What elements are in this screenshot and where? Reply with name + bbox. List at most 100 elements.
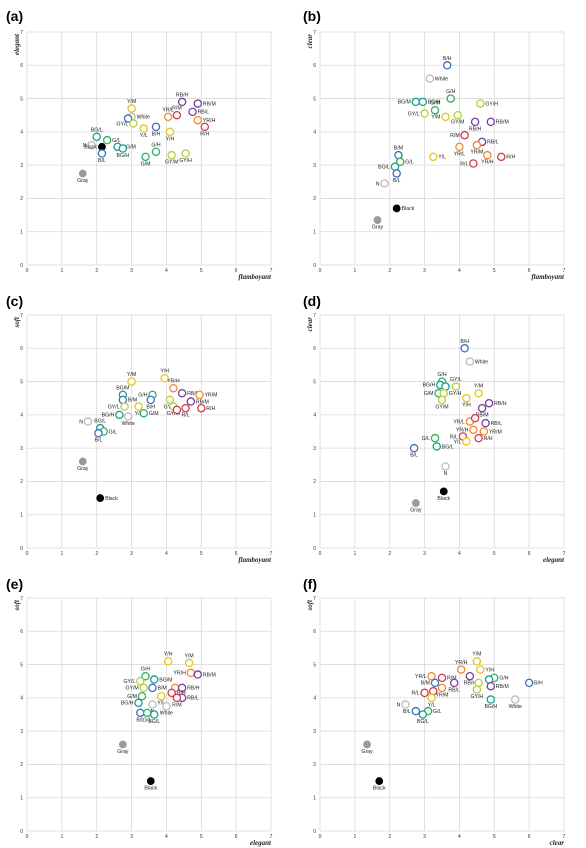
y-axis-title: clear	[306, 317, 314, 332]
data-point	[127, 104, 136, 113]
data-point	[87, 140, 96, 150]
x-tick-label: 3	[423, 834, 426, 840]
scatter-plot-b: 0011223344556677flamboyantclearB/HWhiteG…	[306, 30, 566, 281]
data-point-label: White	[160, 711, 173, 717]
data-point	[181, 403, 190, 413]
data-point	[160, 373, 169, 383]
data-point	[120, 402, 129, 411]
data-point	[411, 499, 420, 507]
data-point-label: N	[79, 419, 83, 425]
data-point-label: YR/H	[173, 671, 186, 677]
x-tick-label: 4	[165, 551, 168, 557]
data-point-label: Y/H	[164, 652, 173, 658]
data-point-label: Gray	[77, 466, 89, 472]
x-tick-label: 0	[319, 268, 322, 274]
panel-label: (f)	[303, 576, 317, 592]
data-point-label: GY/H	[471, 694, 484, 700]
data-point	[427, 693, 436, 703]
data-point	[136, 676, 145, 686]
data-point-label: BG/L	[91, 127, 103, 133]
data-point	[83, 417, 93, 426]
data-point-label: RB/H	[469, 126, 482, 132]
data-point-label: R/L	[182, 413, 190, 419]
data-point-label: B/L	[393, 178, 401, 184]
x-tick-label: 6	[235, 551, 238, 557]
data-point	[474, 388, 483, 398]
y-tick-label: 4	[20, 696, 23, 702]
data-point-label: B/L	[95, 438, 103, 444]
data-point-label: G/H	[437, 372, 446, 378]
data-point-label: White	[475, 359, 488, 365]
data-point	[430, 433, 440, 443]
data-point	[453, 110, 462, 120]
data-point	[418, 97, 428, 107]
data-point-label: G/H	[151, 142, 160, 148]
data-point	[474, 433, 483, 443]
y-tick-label: 2	[313, 196, 316, 202]
y-tick-label: 5	[20, 379, 23, 385]
data-point-label: BG/H	[121, 701, 134, 707]
data-point	[510, 695, 520, 704]
data-point	[102, 135, 112, 145]
data-point	[139, 408, 149, 418]
data-point-label: Y/M	[127, 372, 136, 378]
x-tick-label: 7	[563, 551, 566, 557]
data-point-label: N	[376, 181, 380, 187]
data-point-label: B/L	[403, 709, 411, 715]
x-tick-label: 5	[200, 834, 203, 840]
data-point-label: YR/M	[489, 429, 502, 435]
data-point-label: Y/M	[431, 115, 440, 121]
y-axis-title: soft	[13, 316, 21, 329]
data-point-label: Black	[105, 496, 118, 502]
data-point	[462, 437, 471, 446]
x-axis-title: elegant	[543, 556, 565, 564]
data-point-label: Gray	[410, 508, 422, 514]
data-point-label: RB/H	[176, 92, 189, 98]
data-point-label: Gray	[77, 178, 89, 184]
y-tick-label: 2	[20, 196, 23, 202]
data-point-label: B/H	[534, 681, 543, 687]
data-point	[451, 382, 461, 391]
data-point-label: White	[509, 704, 522, 710]
data-point-label: GY/M	[451, 120, 464, 126]
data-point	[465, 357, 475, 366]
data-point	[92, 132, 101, 142]
scatter-panel-f: (f) 0 0 1 1 2 2 3 3 4 4 5 5 6 6 7 7 clear soft Y/M YR/H Y/H Y…	[293, 566, 586, 848]
data-point	[141, 671, 150, 681]
data-point-label: G/M	[149, 411, 159, 417]
x-tick-label: 2	[95, 268, 98, 274]
data-point	[411, 706, 421, 716]
data-point	[441, 462, 450, 471]
data-point	[460, 130, 469, 140]
data-point	[184, 658, 194, 668]
data-point	[118, 144, 128, 153]
data-point-label: GY/M	[126, 686, 139, 692]
data-point	[455, 142, 464, 152]
scatter-panel-d: (d) 0 0 1 1 2 2 3 3 4 4 5 5 6 6 7 7 elegant clear B/H White…	[293, 283, 586, 565]
data-point-label: RB/M	[203, 101, 216, 107]
data-point	[469, 159, 478, 168]
x-tick-label: 1	[60, 268, 63, 274]
x-tick-label: 5	[493, 551, 496, 557]
data-point	[460, 344, 469, 353]
data-point	[127, 377, 136, 386]
data-point	[151, 122, 161, 132]
x-tick-label: 0	[26, 834, 29, 840]
data-point	[437, 683, 447, 693]
x-tick-label: 7	[270, 834, 273, 840]
data-point-label: B/M	[157, 686, 166, 692]
data-point	[193, 670, 203, 679]
data-point-label: BG/H	[117, 153, 130, 159]
data-point-label: G/H	[138, 393, 147, 399]
data-point	[165, 395, 175, 405]
x-tick-label: 5	[493, 268, 496, 274]
data-point-label: Black	[373, 786, 386, 792]
y-tick-label: 2	[313, 762, 316, 768]
data-point	[420, 109, 429, 118]
data-point	[96, 494, 105, 502]
data-point-label: R/M	[450, 133, 460, 139]
data-point	[401, 700, 410, 709]
data-point-label: B/L	[410, 453, 418, 459]
data-point	[148, 700, 157, 709]
